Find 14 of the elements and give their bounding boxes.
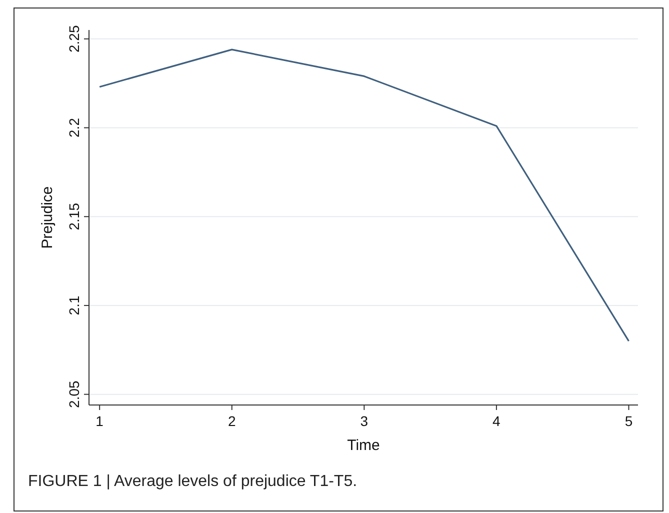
y-tick-label: 2.05	[66, 380, 82, 408]
line-series	[98, 48, 630, 342]
x-tick-label: 2	[228, 413, 236, 429]
x-tick-label: 1	[96, 413, 104, 429]
x-tick-label: 3	[360, 413, 368, 429]
y-tick-label: 2.1	[66, 296, 82, 316]
caption: FIGURE 1 | Average levels of prejudice T1-T5.	[28, 473, 358, 490]
x-tick-label: 4	[492, 413, 501, 429]
x-tick-label: 5	[624, 413, 633, 429]
y-tick-label: 2.2	[66, 118, 82, 138]
x-axis-title: Time	[347, 437, 380, 454]
y-tick-label: 2.15	[66, 202, 82, 230]
y-axis-title: Prejudice	[39, 186, 56, 249]
y-tick-label: 2.25	[66, 25, 82, 53]
